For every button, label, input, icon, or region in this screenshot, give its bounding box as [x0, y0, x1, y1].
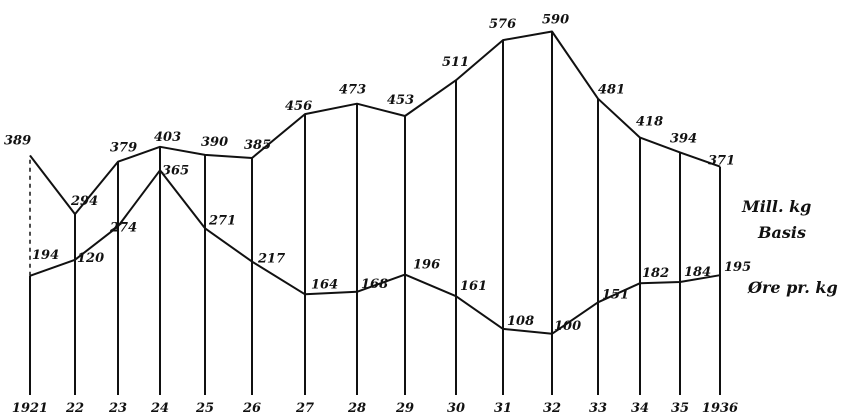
data-label: 161 [460, 279, 487, 294]
series-lines [29, 30, 721, 335]
data-label: 196 [413, 258, 440, 273]
data-label: 456 [285, 99, 312, 114]
x-tick-label: 33 [589, 401, 607, 415]
x-tick-labels: 1921 22 23 24 25 26 27 28 29 30 31 32 33 34 35 1936 [12, 401, 738, 415]
x-tick-label: 32 [543, 401, 561, 415]
data-label: 403 [154, 130, 181, 145]
x-tick-label: 30 [447, 401, 465, 415]
x-tick-label: 24 [150, 401, 169, 415]
x-tick-label: 35 [671, 401, 689, 415]
data-label: 271 [208, 213, 236, 228]
data-label: 371 [708, 154, 735, 169]
data-label: 194 [32, 248, 59, 263]
annotation-upper-unit: Mill. kg [741, 197, 811, 216]
data-label: 390 [201, 135, 228, 150]
data-label: 576 [489, 17, 516, 32]
value-labels: 389 294 379 403 390 385 456 473 453 511 576 590 481 4… [4, 12, 751, 333]
data-label: 195 [724, 260, 751, 275]
series-line-mill-kg [29, 30, 721, 216]
data-label: 394 [670, 131, 697, 146]
series-line-ore-pr-kg [29, 169, 721, 335]
data-label: 168 [361, 277, 388, 292]
data-label: 182 [642, 266, 669, 281]
x-tick-label: 28 [347, 401, 366, 415]
data-label: 294 [70, 194, 98, 209]
data-label: 274 [109, 220, 137, 235]
x-tick-label: 26 [242, 401, 261, 415]
data-label: 108 [507, 314, 534, 329]
data-label: 511 [442, 55, 469, 70]
annotation-upper-basis: Basis [757, 223, 806, 242]
x-tick-label: 22 [65, 401, 84, 415]
data-label: 481 [598, 83, 625, 98]
x-tick-label: 27 [295, 401, 314, 415]
x-tick-label: 29 [395, 401, 414, 415]
data-label: 418 [636, 115, 663, 130]
data-label: 365 [162, 163, 189, 178]
x-tick-label: 1921 [12, 401, 48, 415]
x-tick-label: 1936 [702, 401, 738, 415]
x-tick-label: 31 [494, 401, 512, 415]
data-label: 590 [542, 12, 569, 27]
x-tick-label: 25 [195, 401, 214, 415]
annotation-lower-unit: Øre pr. kg [747, 278, 838, 297]
x-tick-label: 34 [631, 401, 649, 415]
data-label: 385 [244, 138, 271, 153]
data-label: 151 [602, 287, 629, 302]
data-label: 120 [77, 251, 104, 266]
data-label: 389 [4, 133, 31, 148]
data-label: 100 [554, 319, 581, 334]
x-tick-label: 23 [108, 401, 127, 415]
data-label: 164 [311, 277, 338, 292]
data-label: 453 [387, 93, 414, 108]
data-label: 184 [684, 265, 711, 280]
data-label: 217 [257, 252, 285, 267]
data-label: 379 [110, 141, 137, 156]
data-label: 473 [339, 83, 366, 98]
series-annotations: Mill. kg Basis Øre pr. kg [741, 197, 838, 297]
